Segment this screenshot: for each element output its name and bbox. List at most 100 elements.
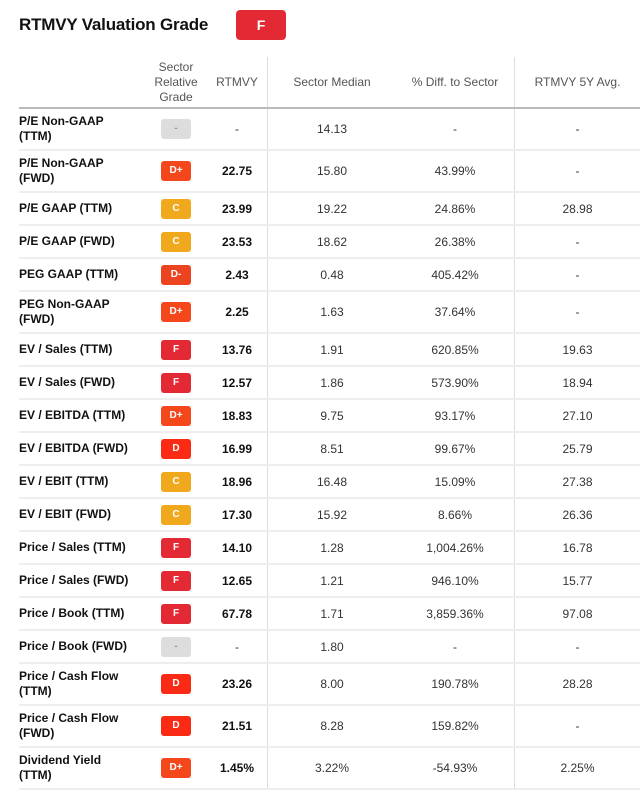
median-cell: 1.21 <box>267 564 396 598</box>
metric-label: P/E GAAP (FWD) <box>19 225 145 259</box>
col-median: Sector Median <box>267 57 396 109</box>
grade-badge: D+ <box>161 302 191 322</box>
diff-cell: 37.64% <box>396 291 515 334</box>
metric-label: Price / Cash Flow (TTM) <box>19 663 145 706</box>
table-row: PEG GAAP (TTM) D- 2.43 0.48 405.42% - <box>19 258 640 292</box>
grade-badge: - <box>161 119 191 139</box>
grade-cell: C <box>145 225 207 259</box>
table-row: P/E GAAP (TTM) C 23.99 19.22 24.86% 28.98 <box>19 192 640 226</box>
metric-label: P/E Non-GAAP (TTM) <box>19 108 145 151</box>
grade-badge: F <box>161 339 191 360</box>
table-header: Sector Relative Grade RTMVY Sector Media… <box>19 57 640 109</box>
metric-label: Price / Sales (FWD) <box>19 564 145 598</box>
metric-label: Price / Sales (TTM) <box>19 531 145 565</box>
value-cell: 67.78 <box>207 597 268 631</box>
diff-cell: 946.10% <box>396 564 515 598</box>
diff-cell: 93.17% <box>396 399 515 433</box>
table-row: P/E GAAP (FWD) C 23.53 18.62 26.38% - <box>19 225 640 259</box>
grade-badge: - <box>161 636 191 657</box>
metric-text: Price / Book (TTM) <box>19 606 125 620</box>
avg5y-cell: - <box>514 225 640 259</box>
metric-text: P/E GAAP (FWD) <box>19 234 115 248</box>
value-cell: 13.76 <box>207 333 268 367</box>
metric-text: Price / Cash Flow (FWD) <box>19 711 119 740</box>
metric-label: P/E GAAP (TTM) <box>19 192 145 226</box>
grade-badge: C <box>161 471 191 492</box>
diff-cell: 26.38% <box>396 225 515 259</box>
diff-cell: 573.90% <box>396 366 515 400</box>
metric-label: EV / Sales (TTM) <box>19 333 145 367</box>
diff-cell: 15.09% <box>396 465 515 499</box>
avg5y-cell: 18.94 <box>514 366 640 400</box>
metric-text: PEG GAAP (TTM) <box>19 267 119 281</box>
median-cell: 15.92 <box>267 498 396 532</box>
grade-badge: D- <box>161 264 191 285</box>
metric-label: P/E Non-GAAP (FWD) <box>19 150 145 193</box>
grade-badge: D+ <box>161 405 191 426</box>
median-cell: 1.28 <box>267 531 396 565</box>
median-cell: 0.48 <box>267 258 396 292</box>
table-row: EV / EBITDA (TTM) D+ 18.83 9.75 93.17% 27.10 <box>19 399 640 433</box>
metric-text: EV / EBIT (FWD) <box>19 507 111 521</box>
value-cell: 18.83 <box>207 399 268 433</box>
value-cell: 23.26 <box>207 663 268 706</box>
col-grade: Sector Relative Grade <box>145 57 207 109</box>
value-cell: 17.30 <box>207 498 268 532</box>
value-cell: 14.10 <box>207 531 268 565</box>
metric-label: EV / Sales (FWD) <box>19 366 145 400</box>
avg5y-cell: 2.25% <box>514 747 640 790</box>
avg5y-cell: - <box>514 630 640 664</box>
median-cell: 14.13 <box>267 108 396 151</box>
grade-cell: C <box>145 465 207 499</box>
median-cell: 8.28 <box>267 705 396 748</box>
diff-cell: - <box>396 630 515 664</box>
metric-label: EV / EBIT (FWD) <box>19 498 145 532</box>
grade-badge: D+ <box>161 758 191 778</box>
metric-label: PEG Non-GAAP (FWD) <box>19 291 145 334</box>
diff-cell: 620.85% <box>396 333 515 367</box>
avg5y-cell: 26.36 <box>514 498 640 532</box>
median-cell: 8.00 <box>267 663 396 706</box>
value-cell: 1.45% <box>207 747 268 790</box>
col-value: RTMVY <box>207 57 268 109</box>
diff-cell: 1,004.26% <box>396 531 515 565</box>
table-row: EV / EBIT (TTM) C 18.96 16.48 15.09% 27.38 <box>19 465 640 499</box>
grade-cell: F <box>145 597 207 631</box>
page-title: RTMVY Valuation Grade <box>19 15 209 34</box>
value-cell: 18.96 <box>207 465 268 499</box>
metric-text: P/E GAAP (TTM) <box>19 201 113 215</box>
table-row: P/E Non-GAAP (TTM) - -14.13- - <box>19 108 640 151</box>
value-cell: 21.51 <box>207 705 268 748</box>
grade-cell: D <box>145 705 207 748</box>
metric-text: EV / Sales (TTM) <box>19 342 113 356</box>
grade-cell: F <box>145 531 207 565</box>
table-row: Dividend Yield (TTM) D+ 1.45% 3.22% -54.93% 2… <box>19 747 640 790</box>
metric-text: P/E Non-GAAP (FWD) <box>19 156 104 185</box>
metric-text: EV / EBITDA (TTM) <box>19 408 126 422</box>
grade-badge: C <box>161 198 191 219</box>
col-metric <box>19 57 145 109</box>
median-cell: 3.22% <box>267 747 396 790</box>
value-cell: 23.99 <box>207 192 268 226</box>
diff-cell: 43.99% <box>396 150 515 193</box>
table-row: EV / EBITDA (FWD) D 16.99 8.51 99.67% 25.79 <box>19 432 640 466</box>
avg5y-cell: - <box>514 150 640 193</box>
avg5y-cell: 27.10 <box>514 399 640 433</box>
median-cell: 18.62 <box>267 225 396 259</box>
value-cell: - <box>207 630 268 664</box>
table-row: Price / Book (FWD) - -1.80- - <box>19 630 640 664</box>
avg5y-cell: - <box>514 108 640 151</box>
avg5y-cell: 25.79 <box>514 432 640 466</box>
metric-label: PEG GAAP (TTM) <box>19 258 145 292</box>
diff-cell: 405.42% <box>396 258 515 292</box>
table-row: Price / Sales (FWD) F 12.65 1.21 946.10% 15.7… <box>19 564 640 598</box>
header: RTMVY Valuation Grade <box>19 10 208 40</box>
grade-cell: F <box>145 333 207 367</box>
median-cell: 15.80 <box>267 150 396 193</box>
avg5y-cell: 97.08 <box>514 597 640 631</box>
diff-cell: 3,859.36% <box>396 597 515 631</box>
metric-text: EV / EBITDA (FWD) <box>19 441 128 455</box>
median-cell: 1.63 <box>267 291 396 334</box>
grade-badge: D <box>161 716 191 736</box>
grade-badge: D <box>161 438 191 459</box>
